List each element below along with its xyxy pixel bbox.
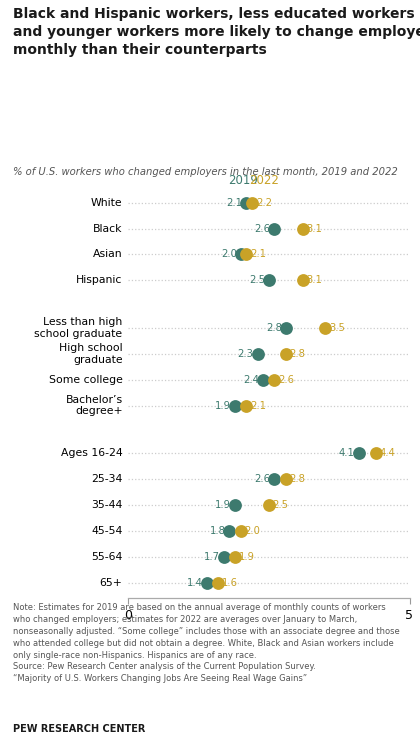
Point [265, 499, 272, 511]
Text: 2019: 2019 [228, 174, 258, 186]
Text: 2.6: 2.6 [255, 474, 270, 484]
Text: 1.7: 1.7 [204, 552, 220, 562]
Point [232, 551, 239, 562]
Point [265, 274, 272, 286]
Text: PEW RESEARCH CENTER: PEW RESEARCH CENTER [13, 724, 145, 734]
Point [243, 400, 249, 412]
Text: 2.6: 2.6 [278, 374, 294, 385]
Point [271, 374, 278, 386]
Point [243, 197, 249, 209]
Text: 1.9: 1.9 [215, 400, 231, 411]
Text: 4.1: 4.1 [339, 448, 355, 458]
Point [232, 400, 239, 412]
Text: 2.5: 2.5 [273, 500, 289, 510]
Text: 2.6: 2.6 [255, 224, 270, 233]
Text: 2.8: 2.8 [290, 474, 305, 484]
Text: 4.4: 4.4 [380, 448, 395, 458]
Point [220, 551, 227, 562]
Point [373, 447, 379, 459]
Text: 3.1: 3.1 [307, 224, 323, 233]
Point [322, 322, 328, 334]
Point [282, 473, 289, 485]
Point [282, 348, 289, 360]
Text: 2.0: 2.0 [221, 250, 237, 259]
Point [271, 223, 278, 235]
Text: 2.3: 2.3 [238, 349, 254, 359]
Point [204, 577, 210, 588]
Text: % of U.S. workers who changed employers in the last month, 2019 and 2022: % of U.S. workers who changed employers … [13, 167, 397, 177]
Text: 2.4: 2.4 [243, 374, 259, 385]
Text: 3.1: 3.1 [307, 275, 323, 285]
Text: 1.6: 1.6 [222, 577, 238, 588]
Text: 2.8: 2.8 [290, 349, 305, 359]
Point [260, 374, 267, 386]
Point [243, 248, 249, 260]
Point [249, 197, 255, 209]
Text: 2.1: 2.1 [250, 400, 266, 411]
Point [215, 577, 221, 588]
Point [271, 473, 278, 485]
Text: 2.5: 2.5 [249, 275, 265, 285]
Text: Black and Hispanic workers, less educated workers
and younger workers more likel: Black and Hispanic workers, less educate… [13, 7, 420, 57]
Text: 1.9: 1.9 [215, 500, 231, 510]
Text: 1.9: 1.9 [239, 552, 255, 562]
Text: 2.1: 2.1 [226, 198, 242, 208]
Text: 3.5: 3.5 [329, 323, 345, 333]
Text: 1.8: 1.8 [210, 526, 226, 536]
Text: 2.0: 2.0 [244, 526, 260, 536]
Text: 2022: 2022 [249, 174, 279, 186]
Text: 2.8: 2.8 [266, 323, 282, 333]
Text: 1.4: 1.4 [187, 577, 203, 588]
Point [226, 525, 233, 537]
Point [299, 223, 306, 235]
Point [237, 525, 244, 537]
Text: Note: Estimates for 2019 are based on the annual average of monthly counts of wo: Note: Estimates for 2019 are based on th… [13, 603, 399, 683]
Text: 2.2: 2.2 [256, 198, 272, 208]
Point [254, 348, 261, 360]
Text: 2.1: 2.1 [250, 250, 266, 259]
Point [282, 322, 289, 334]
Point [232, 499, 239, 511]
Point [299, 274, 306, 286]
Point [237, 248, 244, 260]
Point [355, 447, 362, 459]
